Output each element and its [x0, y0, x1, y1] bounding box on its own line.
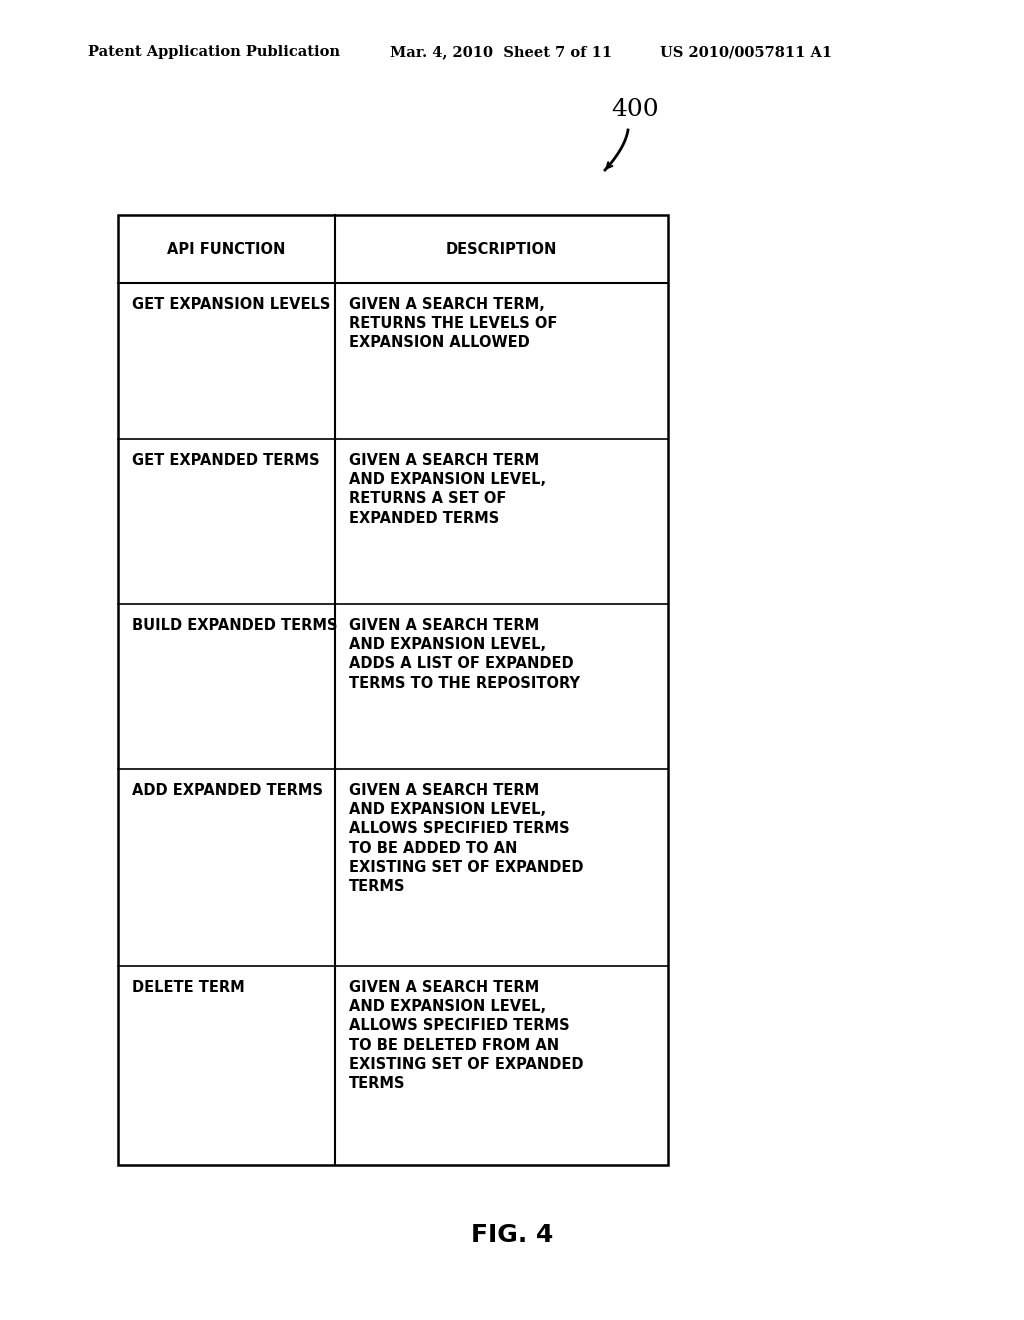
Text: Patent Application Publication: Patent Application Publication — [88, 45, 340, 59]
Text: GIVEN A SEARCH TERM
AND EXPANSION LEVEL,
ALLOWS SPECIFIED TERMS
TO BE ADDED TO A: GIVEN A SEARCH TERM AND EXPANSION LEVEL,… — [349, 783, 584, 894]
Text: US 2010/0057811 A1: US 2010/0057811 A1 — [660, 45, 833, 59]
Bar — [118, 215, 668, 1166]
Text: DELETE TERM: DELETE TERM — [132, 979, 245, 995]
Text: GET EXPANSION LEVELS: GET EXPANSION LEVELS — [132, 297, 331, 312]
Text: BUILD EXPANDED TERMS: BUILD EXPANDED TERMS — [132, 618, 338, 634]
Text: GIVEN A SEARCH TERM
AND EXPANSION LEVEL,
ADDS A LIST OF EXPANDED
TERMS TO THE RE: GIVEN A SEARCH TERM AND EXPANSION LEVEL,… — [349, 618, 580, 690]
Text: ADD EXPANDED TERMS: ADD EXPANDED TERMS — [132, 783, 323, 799]
Text: API FUNCTION: API FUNCTION — [167, 242, 286, 256]
Text: 400: 400 — [611, 99, 658, 121]
Text: Mar. 4, 2010  Sheet 7 of 11: Mar. 4, 2010 Sheet 7 of 11 — [390, 45, 612, 59]
Text: FIG. 4: FIG. 4 — [471, 1224, 553, 1247]
Text: GIVEN A SEARCH TERM,
RETURNS THE LEVELS OF
EXPANSION ALLOWED: GIVEN A SEARCH TERM, RETURNS THE LEVELS … — [349, 297, 557, 350]
Text: DESCRIPTION: DESCRIPTION — [445, 242, 557, 256]
Text: GET EXPANDED TERMS: GET EXPANDED TERMS — [132, 453, 319, 469]
Text: GIVEN A SEARCH TERM
AND EXPANSION LEVEL,
RETURNS A SET OF
EXPANDED TERMS: GIVEN A SEARCH TERM AND EXPANSION LEVEL,… — [349, 453, 546, 525]
Text: GIVEN A SEARCH TERM
AND EXPANSION LEVEL,
ALLOWS SPECIFIED TERMS
TO BE DELETED FR: GIVEN A SEARCH TERM AND EXPANSION LEVEL,… — [349, 979, 584, 1092]
